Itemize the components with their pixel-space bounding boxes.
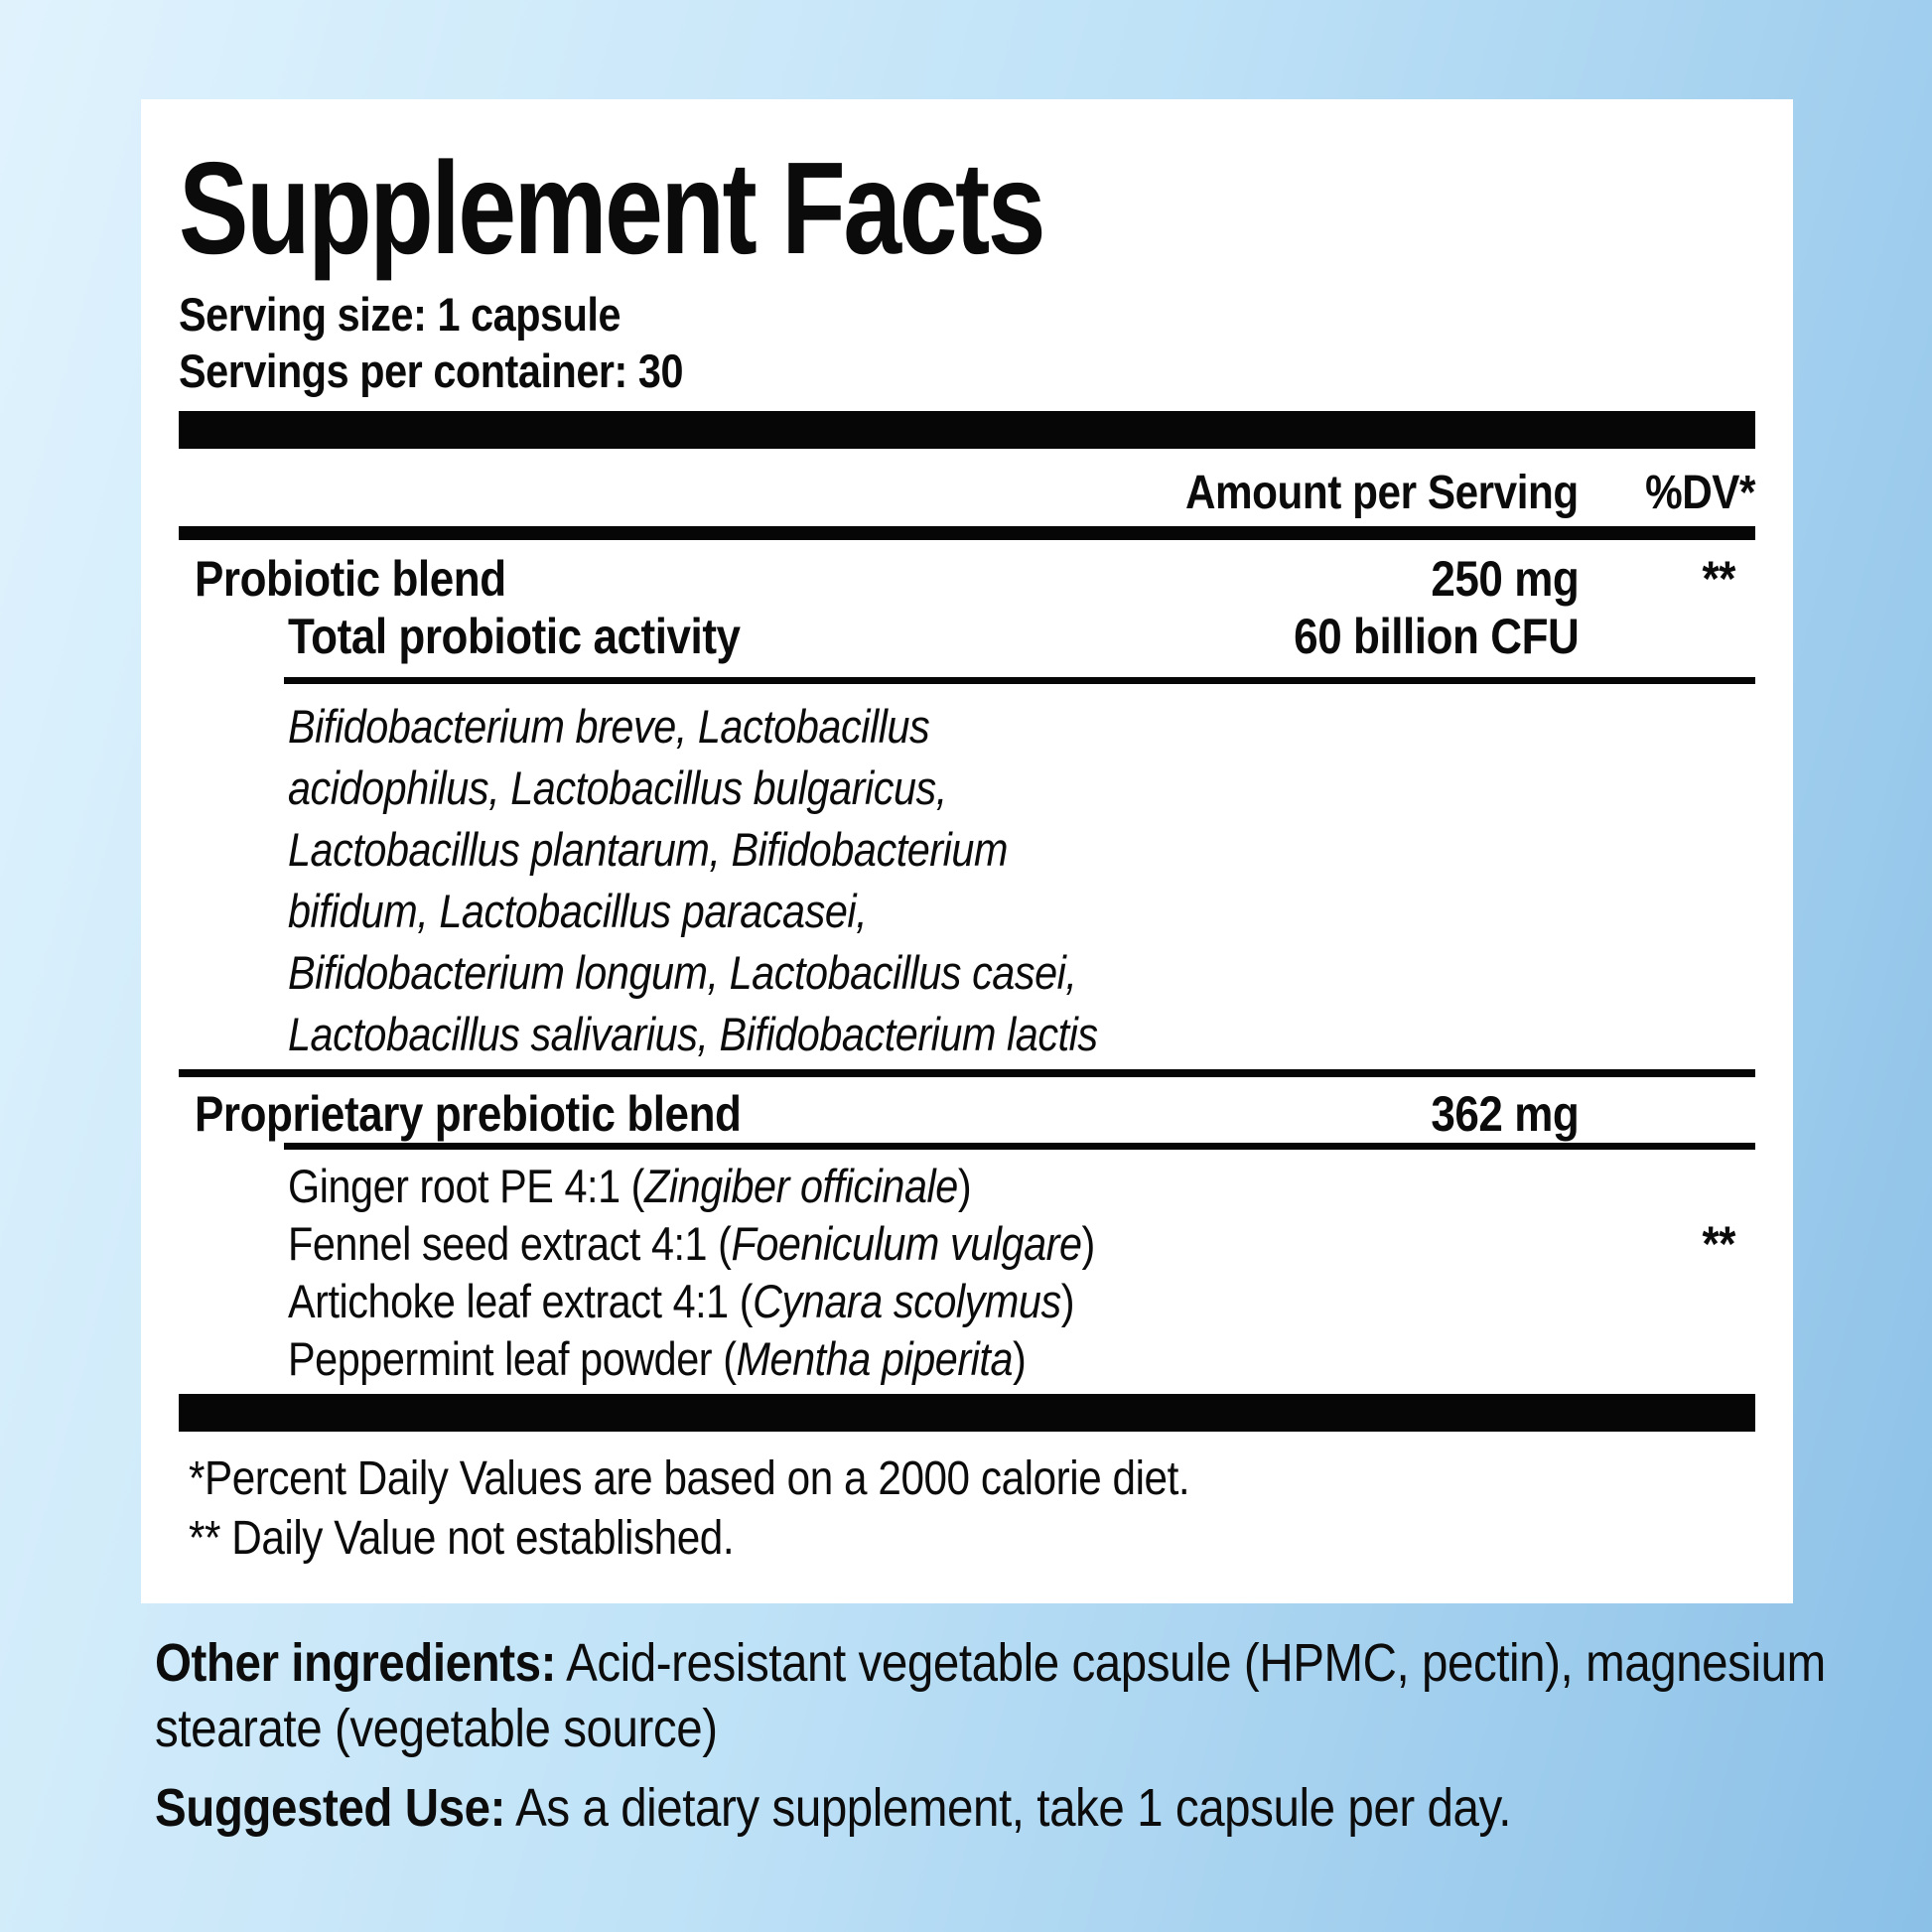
ingredient-artichoke-text: Artichoke leaf extract 4:1 ( xyxy=(288,1275,754,1327)
prebiotic-blend-row: Proprietary prebiotic blend 362 mg xyxy=(179,1077,1755,1143)
footnote-percent-dv-row: *Percent Daily Values are based on a 200… xyxy=(179,1449,1755,1509)
ingredient-fennel-close: ) xyxy=(1081,1217,1096,1270)
probiotic-activity-row: Total probiotic activity 60 billion CFU xyxy=(179,608,1755,665)
prebiotic-ingredients-list: Ginger root PE 4:1 (Zingiber officinale)… xyxy=(179,1158,1755,1388)
probiotic-blend-amount-cell: 250 mg xyxy=(1411,550,1579,608)
prebiotic-blend-amount-cell: 362 mg xyxy=(1411,1085,1579,1143)
table-header-row: Amount per Serving %DV* xyxy=(179,449,1755,526)
ingredient-artichoke-latin: Cynara scolymus xyxy=(753,1275,1061,1327)
prebiotic-dv-cell: ** xyxy=(1698,1215,1736,1273)
probiotic-blend-name: Probiotic blend xyxy=(195,551,506,607)
ingredient-line-ginger: Ginger root PE 4:1 (Zingiber officinale) xyxy=(288,1158,1580,1215)
prebiotic-blend-amount: 362 mg xyxy=(1430,1086,1579,1142)
serving-size-text: Serving size: 1 capsule xyxy=(179,288,621,341)
divider-thick-bottom xyxy=(179,1394,1755,1432)
other-ingredients-label: Other ingredients: xyxy=(155,1633,556,1693)
divider-thick-top xyxy=(179,411,1755,449)
ingredient-ginger-close: ) xyxy=(957,1160,972,1212)
amount-header-cell: Amount per Serving xyxy=(1132,466,1579,520)
divider-thin-under-species xyxy=(179,1069,1755,1077)
probiotic-blend-name-cell: Probiotic blend xyxy=(195,551,548,607)
probiotic-blend-dv-cell: ** xyxy=(1698,550,1736,608)
dv-header-cell: %DV* xyxy=(1630,466,1755,520)
probiotic-blend-amount: 250 mg xyxy=(1430,551,1579,607)
prebiotic-blend-name-cell: Proprietary prebiotic blend xyxy=(195,1086,816,1142)
probiotic-activity-name-cell: Total probiotic activity xyxy=(288,609,802,664)
suggested-use-label: Suggested Use: xyxy=(155,1778,505,1838)
ingredient-peppermint-close: ) xyxy=(1013,1332,1027,1385)
prebiotic-dv: ** xyxy=(1702,1216,1736,1272)
footnote-not-established-row: ** Daily Value not established. xyxy=(179,1509,1755,1569)
other-ingredients-text: Acid-resistant vegetable capsule (HPMC, … xyxy=(155,1633,1826,1758)
ingredient-line-fennel: Fennel seed extract 4:1 (Foeniculum vulg… xyxy=(288,1215,1580,1273)
probiotic-activity-amount: 60 billion CFU xyxy=(1293,609,1580,664)
suggested-use-text: As a dietary supplement, take 1 capsule … xyxy=(504,1778,1512,1838)
footnote-not-established: ** Daily Value not established. xyxy=(189,1512,735,1565)
serving-size-row: Serving size: 1 capsule xyxy=(179,286,1755,343)
probiotic-species-list: Bifidobacterium breve, Lactobacillus aci… xyxy=(288,700,1098,1060)
prebiotic-blend-name: Proprietary prebiotic blend xyxy=(195,1086,742,1142)
probiotic-activity-amount-cell: 60 billion CFU xyxy=(1255,608,1580,665)
amount-per-serving-header: Amount per Serving xyxy=(1185,467,1579,519)
ingredient-line-peppermint: Peppermint leaf powder (Mentha piperita) xyxy=(288,1330,1580,1388)
probiotic-blend-row: Probiotic blend 250 mg ** xyxy=(179,540,1755,608)
ingredient-peppermint-latin: Mentha piperita xyxy=(736,1332,1014,1385)
divider-thin-under-prebiotic xyxy=(284,1143,1755,1150)
ingredient-fennel-text: Fennel seed extract 4:1 ( xyxy=(288,1217,732,1270)
probiotic-blend-dv: ** xyxy=(1702,551,1736,607)
panel-title-row: Supplement Facts xyxy=(179,143,1755,274)
ingredient-ginger-latin: Zingiber officinale xyxy=(644,1160,958,1212)
probiotic-activity-name: Total probiotic activity xyxy=(288,609,741,664)
servings-per-container-row: Servings per container: 30 xyxy=(179,343,1755,399)
suggested-use-paragraph: Suggested Use: As a dietary supplement, … xyxy=(155,1775,1833,1841)
ingredient-artichoke-close: ) xyxy=(1060,1275,1075,1327)
ingredient-fennel-latin: Foeniculum vulgare xyxy=(731,1217,1082,1270)
ingredient-peppermint-text: Peppermint leaf powder ( xyxy=(288,1332,737,1385)
supplement-facts-panel: Supplement Facts Serving size: 1 capsule… xyxy=(141,99,1793,1603)
ingredient-line-artichoke: Artichoke leaf extract 4:1 (Cynara scoly… xyxy=(288,1273,1580,1330)
footnote-percent-dv: *Percent Daily Values are based on a 200… xyxy=(189,1452,1190,1505)
servings-per-container-text: Servings per container: 30 xyxy=(179,345,684,397)
ingredient-ginger-text: Ginger root PE 4:1 ( xyxy=(288,1160,645,1212)
percent-dv-header: %DV* xyxy=(1645,467,1755,519)
other-ingredients-paragraph: Other ingredients: Acid-resistant vegeta… xyxy=(155,1630,1833,1761)
divider-thin-under-activity xyxy=(284,677,1755,684)
panel-title: Supplement Facts xyxy=(179,135,1046,281)
divider-medium xyxy=(179,526,1755,540)
